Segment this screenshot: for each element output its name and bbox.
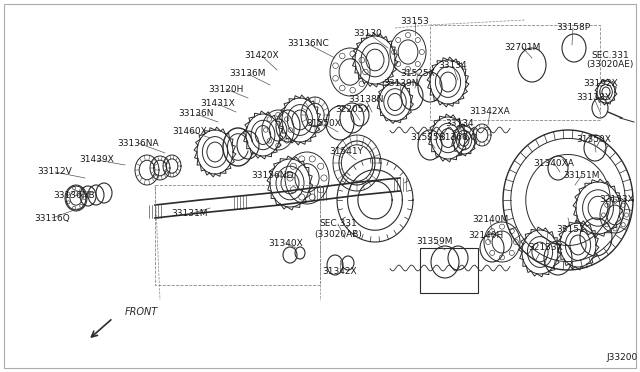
Text: 33136N: 33136N (179, 109, 214, 119)
Text: 33192X: 33192X (584, 78, 618, 87)
Text: 31439X: 31439X (79, 155, 115, 164)
Bar (420, 248, 478, 293)
Text: 33153: 33153 (401, 17, 429, 26)
Text: SEC.331: SEC.331 (319, 219, 357, 228)
Text: 31460X: 31460X (173, 126, 207, 135)
Text: 31431X: 31431X (200, 99, 236, 109)
Text: 33136NA: 33136NA (117, 138, 159, 148)
Text: 32140M: 32140M (472, 215, 508, 224)
Text: 33120H: 33120H (208, 84, 244, 93)
Text: 33112V: 33112V (38, 167, 72, 176)
Text: 32133X: 32133X (529, 243, 563, 251)
Text: 33130: 33130 (354, 29, 382, 38)
Text: 31525X: 31525X (401, 68, 435, 77)
Text: 31420X: 31420X (244, 51, 279, 61)
Text: 31541Y: 31541Y (329, 148, 363, 157)
Text: 33131M: 33131M (172, 209, 208, 218)
Text: FRONT: FRONT (125, 307, 158, 317)
Text: 31340X: 31340X (269, 238, 303, 247)
Text: 31342XA: 31342XA (470, 108, 510, 116)
Text: 33136ND: 33136ND (251, 170, 293, 180)
Bar (430, 25, 600, 120)
Text: 33151: 33151 (557, 224, 586, 234)
Text: SEC.331: SEC.331 (591, 51, 629, 60)
Text: 31359M: 31359M (417, 237, 453, 247)
Text: 33151M: 33151M (564, 170, 600, 180)
Bar (155, 185, 320, 285)
Text: 31350X: 31350X (577, 135, 611, 144)
Text: 32133X: 32133X (600, 196, 634, 205)
Text: 33158P: 33158P (556, 23, 590, 32)
Text: 31366X: 31366X (440, 132, 474, 141)
Text: J33200: J33200 (606, 353, 637, 362)
Text: 33138N: 33138N (348, 96, 384, 105)
Text: (33020AE): (33020AE) (586, 61, 634, 70)
Text: (33020AB): (33020AB) (314, 230, 362, 238)
Text: 31342X: 31342X (323, 267, 357, 276)
Text: 33136M: 33136M (230, 70, 266, 78)
Text: 32205X: 32205X (336, 106, 371, 115)
Text: 32701M: 32701M (504, 42, 540, 51)
Text: 33136NC: 33136NC (287, 39, 329, 48)
Text: 33136NB: 33136NB (53, 192, 95, 201)
Text: 33134: 33134 (445, 119, 474, 128)
Text: 31525X: 31525X (411, 134, 445, 142)
Text: 31340XA: 31340XA (534, 158, 575, 167)
Text: 32140H: 32140H (468, 231, 504, 240)
Text: 33139N: 33139N (383, 78, 419, 87)
Text: 31550X: 31550X (307, 119, 341, 128)
Text: 33134: 33134 (438, 61, 467, 71)
Text: 33118X: 33118X (577, 93, 611, 103)
Text: 33116Q: 33116Q (34, 214, 70, 222)
